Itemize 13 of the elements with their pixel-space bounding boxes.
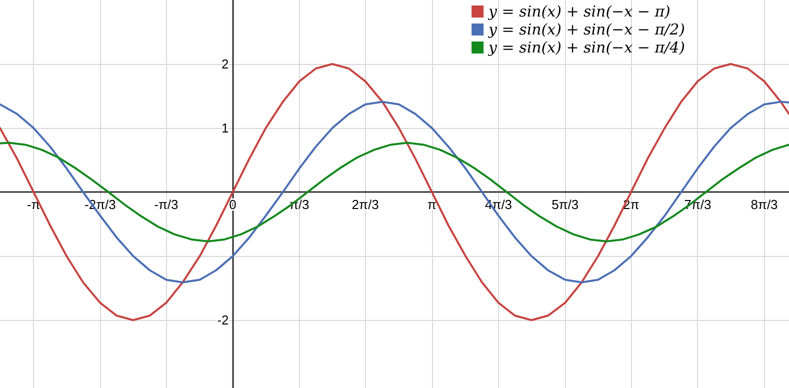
x-tick-label: 2π/3 — [352, 197, 379, 212]
x-tick-label: π — [427, 197, 436, 212]
line-series — [0, 142, 789, 242]
legend-label: y = sin(x) + sin(−x − π/2) — [488, 20, 686, 38]
x-tick-label: 8π/3 — [750, 197, 778, 212]
x-tick-label: 5π/3 — [552, 197, 579, 212]
line-series — [0, 100, 789, 284]
y-tick-label: 2 — [222, 56, 229, 72]
legend-label: y = sin(x) + sin(−x − π/4) — [488, 38, 686, 56]
legend-label: y = sin(x) + sin(−x − π) — [488, 2, 671, 20]
x-tick-label: -π/3 — [154, 197, 178, 212]
y-tick-label: 1 — [222, 120, 229, 136]
y-tick-label: -2 — [217, 312, 229, 328]
